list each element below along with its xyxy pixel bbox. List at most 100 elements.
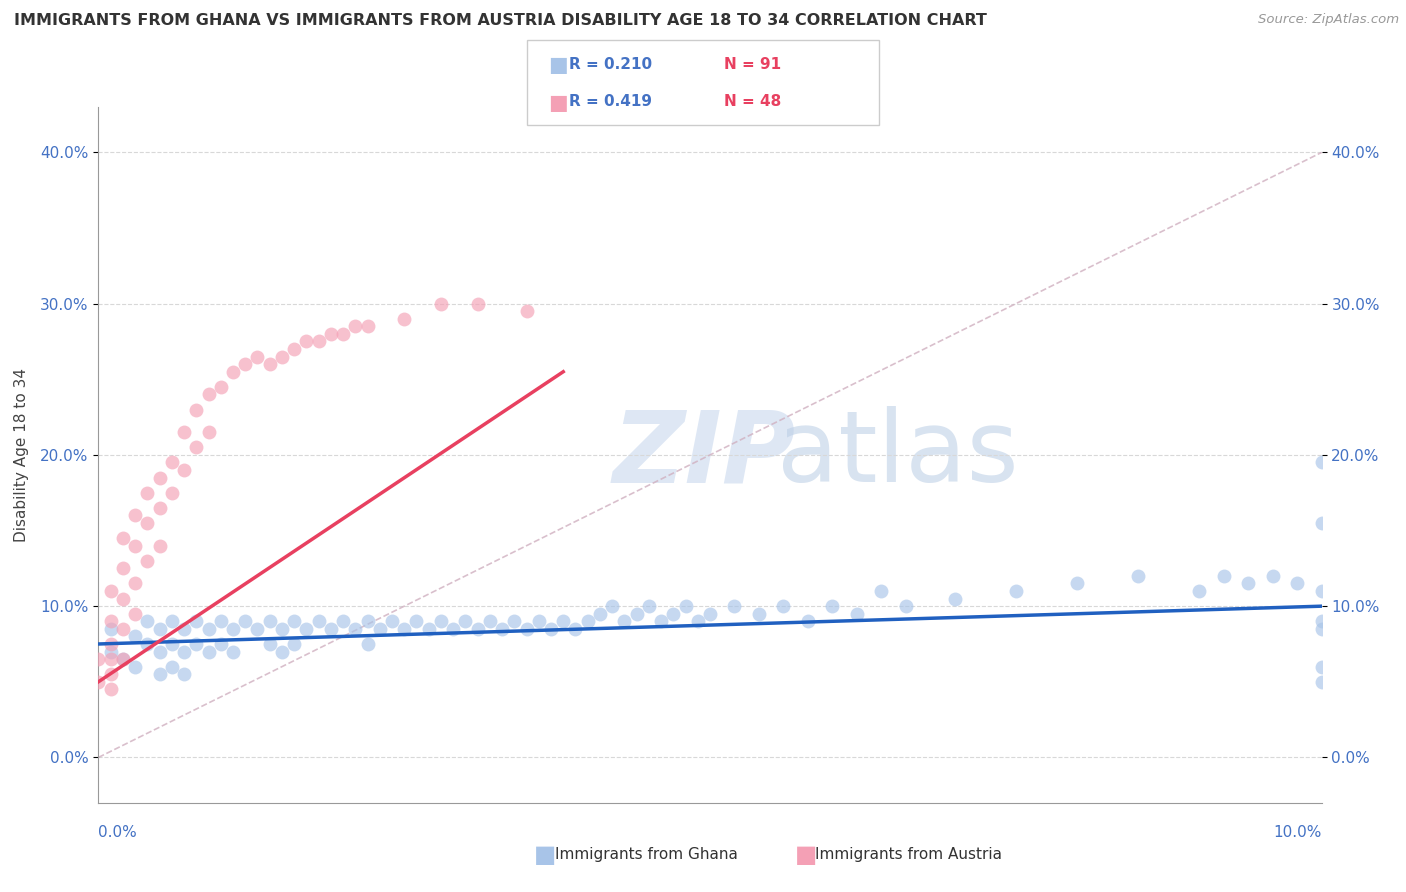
Point [516,622,538,636]
Point [332,615,354,629]
Point [418,622,440,636]
Point [111,591,134,606]
Point [553,615,575,629]
Point [613,615,636,629]
Point [197,387,219,401]
Point [124,629,146,643]
Text: ■: ■ [548,93,568,112]
Text: Source: ZipAtlas.com: Source: ZipAtlas.com [1258,13,1399,27]
Point [283,637,305,651]
Point [637,599,661,614]
Point [564,622,586,636]
Point [283,342,305,356]
Point [100,615,122,629]
Point [173,644,195,658]
Point [356,319,378,334]
Text: ■: ■ [794,843,817,866]
Point [1237,576,1260,591]
Text: 0.0%: 0.0% [98,825,138,840]
Point [589,607,612,621]
Point [100,682,122,697]
Point [246,350,269,364]
Point [1310,516,1333,530]
Point [467,622,489,636]
Point [186,402,208,417]
Point [1310,622,1333,636]
Point [699,607,721,621]
Point [136,554,159,568]
Point [160,615,183,629]
Point [540,622,562,636]
Point [1066,576,1088,591]
Point [270,644,292,658]
Text: N = 48: N = 48 [724,95,782,109]
Point [222,622,245,636]
Point [197,425,219,440]
Point [173,425,195,440]
Point [259,637,281,651]
Point [136,637,159,651]
Point [295,622,318,636]
Point [675,599,697,614]
Point [259,615,281,629]
Point [173,463,195,477]
Point [111,652,134,666]
Point [308,615,330,629]
Point [186,637,208,651]
Point [600,599,623,614]
Text: R = 0.210: R = 0.210 [569,57,652,71]
Point [454,615,477,629]
Point [392,311,416,326]
Point [160,455,183,469]
Point [111,622,134,636]
Point [111,531,134,545]
Point [1310,659,1333,673]
Point [136,615,159,629]
Point [356,637,378,651]
Point [381,615,404,629]
Point [136,516,159,530]
Point [111,652,134,666]
Point [209,637,232,651]
Text: ZIP: ZIP [612,407,796,503]
Point [149,622,172,636]
Point [1310,615,1333,629]
Point [1212,569,1234,583]
Point [1128,569,1150,583]
Point [503,615,526,629]
Point [124,607,146,621]
Point [478,615,501,629]
Point [246,622,269,636]
Point [527,615,550,629]
Point [797,615,820,629]
Point [124,539,146,553]
Point [100,652,122,666]
Point [124,659,146,673]
Text: Immigrants from Ghana: Immigrants from Ghana [555,847,738,862]
Point [1004,584,1026,599]
Point [222,365,245,379]
Text: 10.0%: 10.0% [1274,825,1322,840]
Point [111,561,134,575]
Point [870,584,893,599]
Point [1286,576,1309,591]
Point [686,615,709,629]
Point [405,615,427,629]
Point [295,334,318,349]
Point [87,652,110,666]
Text: ■: ■ [548,55,568,75]
Point [209,380,232,394]
Point [723,599,745,614]
Point [748,607,770,621]
Point [894,599,917,614]
Text: N = 91: N = 91 [724,57,782,71]
Point [100,667,122,681]
Point [233,357,256,371]
Point [173,622,195,636]
Point [149,539,172,553]
Point [270,622,292,636]
Point [197,644,219,658]
Point [136,485,159,500]
Point [186,615,208,629]
Point [1310,584,1333,599]
